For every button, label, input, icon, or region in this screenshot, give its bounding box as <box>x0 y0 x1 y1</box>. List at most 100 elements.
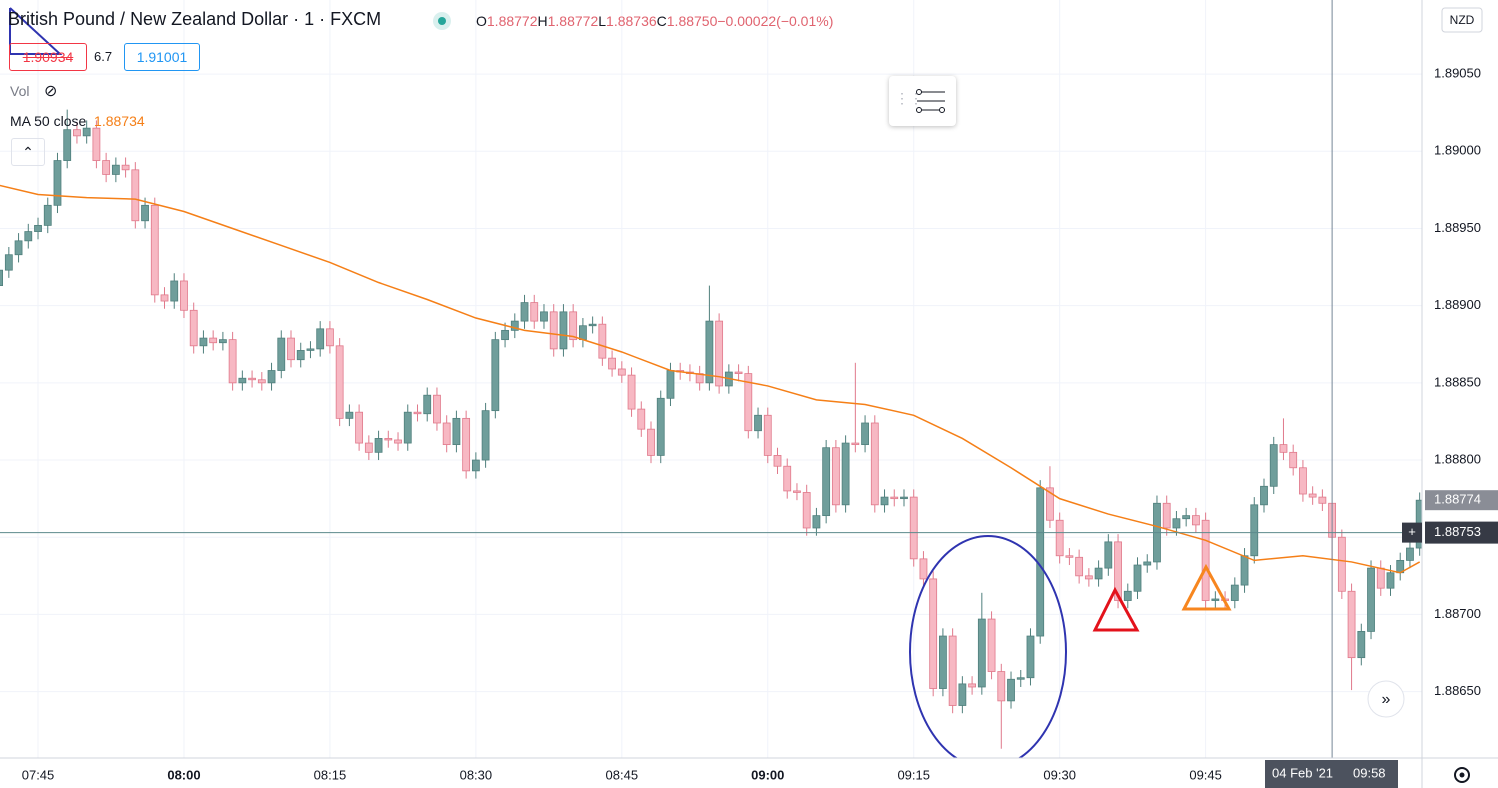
triangle-drawing[interactable] <box>1092 586 1140 632</box>
candle-body <box>987 618 996 672</box>
candle-body <box>63 129 72 161</box>
settings-icon <box>1459 772 1465 778</box>
candle-body <box>666 370 675 399</box>
candle-body <box>1299 467 1307 495</box>
candle-body <box>170 280 179 302</box>
triangle-drawing[interactable] <box>1181 563 1232 611</box>
candle-body <box>0 269 3 287</box>
candle-body <box>471 459 480 472</box>
drag-handle: ⋮⋮ <box>895 90 923 106</box>
labels: 1.886501.887001.887501.888001.888501.889… <box>22 66 1498 788</box>
candle-body <box>861 422 869 446</box>
y-tick-label: 1.89050 <box>1434 66 1481 81</box>
candle-body <box>4 254 13 271</box>
candle-body <box>1347 590 1356 659</box>
candle-body <box>559 311 568 350</box>
candle-body <box>1289 451 1298 469</box>
candle-body <box>102 160 111 175</box>
x-tick-label: 08:00 <box>167 767 200 782</box>
ohlc-value: 1.88750 <box>666 13 718 29</box>
y-tick-label: 1.88800 <box>1434 451 1481 466</box>
candle-body <box>335 345 344 419</box>
candle-body <box>481 410 490 461</box>
candle-body <box>374 438 383 453</box>
candle-body <box>1084 575 1093 580</box>
candle-body <box>209 337 218 344</box>
plot <box>0 0 1424 758</box>
candle-body <box>1162 502 1171 529</box>
price-axis <box>1422 0 1498 788</box>
sell-button[interactable]: 1.90934 <box>9 43 87 71</box>
candle-body <box>1367 567 1375 632</box>
spread: 6.7 <box>94 49 113 64</box>
candle-body <box>958 683 967 706</box>
buy-button[interactable]: 1.91001 <box>124 43 200 71</box>
settings-icon[interactable] <box>915 86 949 116</box>
candle-body <box>637 408 646 430</box>
candle-body <box>520 302 529 322</box>
candle-body <box>53 160 62 206</box>
candle-body <box>1123 590 1132 601</box>
hidden-icon[interactable]: ⊘ <box>44 83 58 100</box>
candle-body <box>218 339 227 344</box>
scroll-icon: » <box>1382 691 1391 708</box>
candle-body <box>598 323 607 359</box>
candle-body <box>394 439 402 444</box>
candle-body <box>1026 635 1035 679</box>
candle-body <box>1133 564 1142 592</box>
candle-body <box>160 294 169 302</box>
candle-body <box>948 635 957 706</box>
candle-body <box>734 371 743 374</box>
ohlc-legend: O1.88772H1.88772L1.88736C1.88750−0.00022… <box>476 13 833 29</box>
candle-body <box>1016 677 1025 680</box>
market-status[interactable] <box>433 12 451 30</box>
ohlc-value: 1.88736 <box>606 13 657 29</box>
candle-body <box>870 422 879 506</box>
candle-body <box>744 373 753 432</box>
candle-body <box>841 442 850 506</box>
triangle-drawing[interactable] <box>9 7 63 55</box>
vol-label: Vol <box>10 83 30 99</box>
ma-legend: MA 50 close 1.88734 <box>10 113 145 129</box>
crosshair-price-label: 1.88753 <box>1434 524 1481 539</box>
currency-badge[interactable] <box>1441 7 1483 33</box>
ma-name: MA 50 close <box>10 113 87 129</box>
candle-body <box>384 438 393 441</box>
candle-body <box>1172 518 1181 529</box>
candle-body <box>306 348 315 351</box>
settings-button[interactable] <box>1454 767 1470 783</box>
candle-body <box>277 337 286 371</box>
candle-body <box>588 323 597 327</box>
candle-body <box>783 465 792 492</box>
candle-body <box>763 414 772 456</box>
collapse-button[interactable]: ⌃ <box>11 138 45 166</box>
candle-body <box>433 394 441 424</box>
candle-body <box>909 496 918 560</box>
candle-body <box>1104 541 1113 569</box>
candle-body <box>111 164 120 175</box>
candle-body <box>423 394 432 415</box>
candle-body <box>851 442 860 446</box>
candle-body <box>1260 485 1268 506</box>
candle-body <box>1250 504 1259 557</box>
candle-body <box>141 204 149 222</box>
ohlc-value: 1.88772 <box>547 13 599 29</box>
candle-body <box>34 224 42 232</box>
ohlc-key: O <box>476 13 487 29</box>
add-button <box>1402 522 1422 543</box>
crosshair-time-box <box>1265 760 1398 788</box>
candle-body <box>569 311 578 341</box>
candle-body <box>1386 572 1395 589</box>
candle-body <box>627 374 636 410</box>
candle-body <box>997 671 1006 702</box>
candle-body <box>238 377 247 384</box>
market-dot <box>438 17 446 25</box>
drawing-toolbar[interactable]: ⋮⋮ <box>889 76 956 126</box>
currency: NZD <box>1450 13 1475 27</box>
candle-body <box>92 127 101 161</box>
candle-body <box>919 558 928 580</box>
scroll-button[interactable] <box>1367 680 1405 718</box>
y-tick-label: 1.88700 <box>1434 606 1481 621</box>
